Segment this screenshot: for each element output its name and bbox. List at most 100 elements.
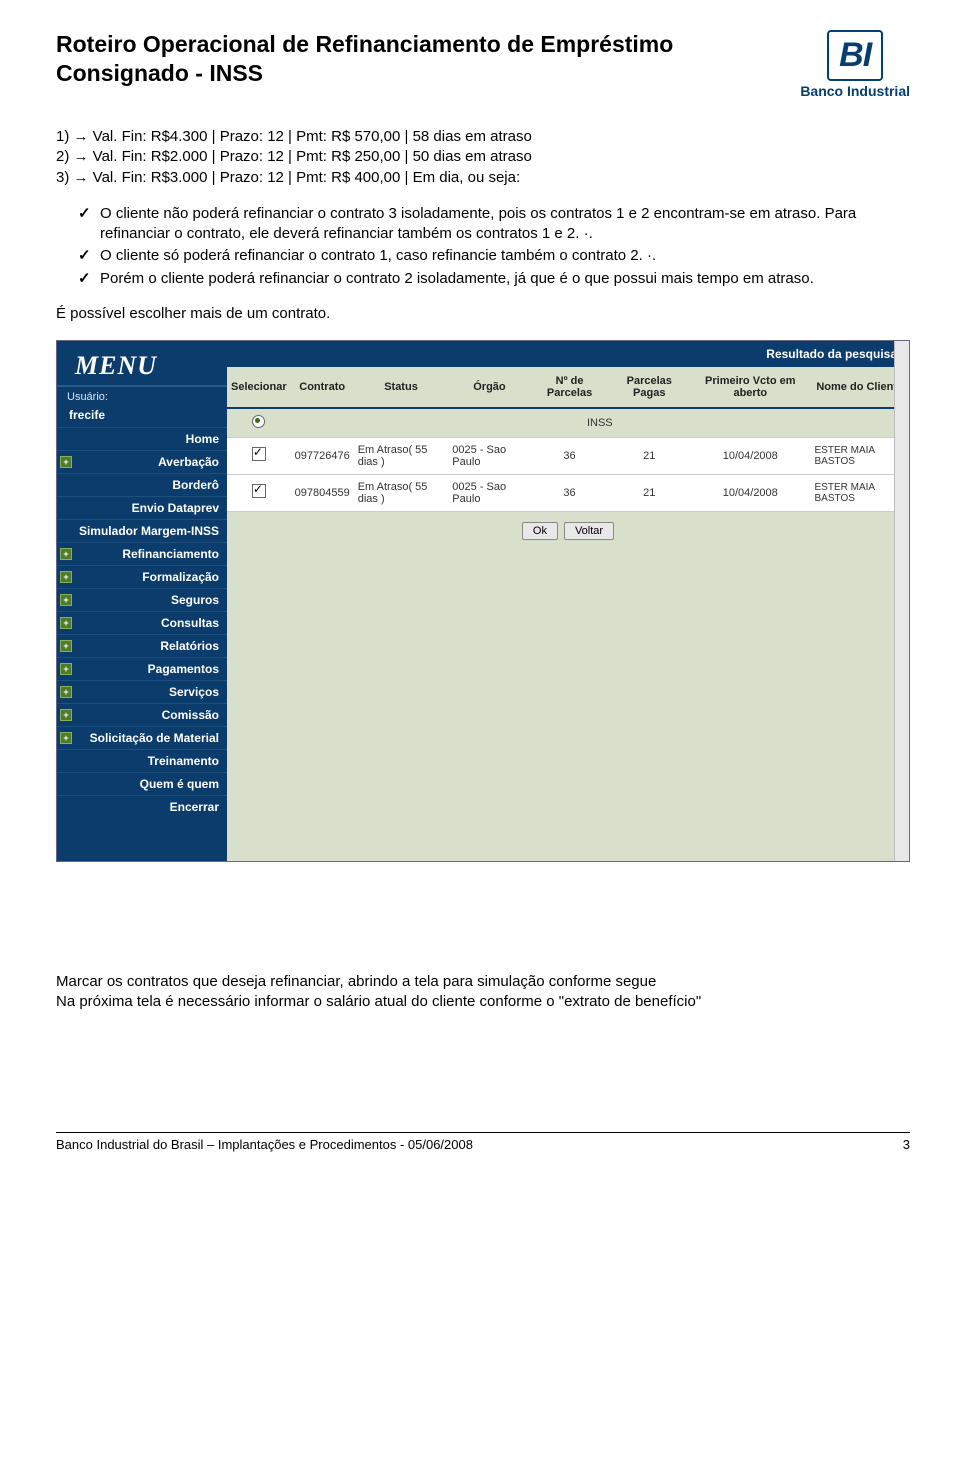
logo-initials: BI [827,30,883,81]
logo-text: Banco Industrial [800,83,910,99]
rule-1: O cliente não poderá refinanciar o contr… [100,204,910,245]
menu-item-label: Borderô [172,478,219,492]
menu-item-encerrar[interactable]: Encerrar [57,795,227,818]
menu-item-label: Envio Dataprev [132,501,219,515]
expand-icon[interactable]: + [60,617,72,629]
menu-item-servi-os[interactable]: + Serviços [57,680,227,703]
menu-item-label: Seguros [171,593,219,607]
bank-logo: BI Banco Industrial [800,30,910,99]
row-checkbox[interactable] [252,484,266,498]
menu-item-label: Consultas [161,616,219,630]
document-header: Roteiro Operacional de Refinanciamento d… [56,30,910,99]
col-2: Status [354,367,449,408]
menu-item-formaliza-o[interactable]: + Formalização [57,565,227,588]
loan-line-1: 1) → Val. Fin: R$4.300 | Prazo: 12 | Pmt… [56,127,910,147]
expand-icon[interactable]: + [60,709,72,721]
menu-item-simulador-margem-inss[interactable]: Simulador Margem-INSS [57,519,227,542]
menu-item-label: Simulador Margem-INSS [79,524,219,538]
bottom-line-1: Marcar os contratos que deseja refinanci… [56,972,910,992]
sidebar-menu: MENU Usuário: frecife Home+AverbaçãoBord… [57,341,227,861]
menu-item-averba-o[interactable]: + Averbação [57,450,227,473]
menu-item-pagamentos[interactable]: + Pagamentos [57,657,227,680]
user-value: frecife [57,406,227,427]
menu-item-label: Formalização [142,570,219,584]
menu-item-label: Pagamentos [148,662,219,676]
bottom-instructions: Marcar os contratos que deseja refinanci… [56,972,910,1013]
ok-button[interactable]: Ok [522,522,558,540]
expand-icon[interactable]: + [60,640,72,652]
cell-parc: 36 [531,437,609,474]
expand-icon[interactable]: + [60,686,72,698]
button-row: Ok Voltar [227,512,909,550]
cell-status: Em Atraso( 55 dias ) [354,437,449,474]
footer-page-number: 3 [903,1137,910,1152]
contracts-table: SelecionarContratoStatusÓrgãoNº de Parce… [227,367,909,512]
table-row: 097726476Em Atraso( 55 dias )0025 - Sao … [227,437,909,474]
vertical-scrollbar[interactable] [894,341,909,861]
menu-item-home[interactable]: Home [57,427,227,450]
menu-item-label: Relatórios [160,639,219,653]
title-line-1: Roteiro Operacional de Refinanciamento d… [56,31,673,57]
loan-examples: 1) → Val. Fin: R$4.300 | Prazo: 12 | Pmt… [56,127,910,188]
menu-item-solicita-o-de-material[interactable]: + Solicitação de Material [57,726,227,749]
menu-item-label: Refinanciamento [122,547,219,561]
col-6: Primeiro Vcto em aberto [690,367,811,408]
cell-pagas: 21 [609,474,691,511]
col-0: Selecionar [227,367,291,408]
menu-item-consultas[interactable]: + Consultas [57,611,227,634]
table-row: 097804559Em Atraso( 55 dias )0025 - Sao … [227,474,909,511]
page-footer: Banco Industrial do Brasil – Implantaçõe… [56,1132,910,1152]
expand-icon[interactable]: + [60,732,72,744]
menu-item-seguros[interactable]: + Seguros [57,588,227,611]
expand-icon[interactable]: + [60,548,72,560]
col-3: Órgão [448,367,530,408]
rule-2: O cliente só poderá refinanciar o contra… [100,246,910,266]
cell-parc: 36 [531,474,609,511]
expand-icon[interactable]: + [60,571,72,583]
bottom-line-2: Na próxima tela é necessário informar o … [56,992,910,1012]
footer-left: Banco Industrial do Brasil – Implantaçõe… [56,1137,473,1152]
expand-icon[interactable]: + [60,594,72,606]
app-screenshot: MENU Usuário: frecife Home+AverbaçãoBord… [56,340,910,862]
user-label: Usuário: [57,387,227,406]
menu-item-treinamento[interactable]: Treinamento [57,749,227,772]
cell-pagas: 21 [609,437,691,474]
menu-item-label: Solicitação de Material [90,731,219,745]
menu-item-border-[interactable]: Borderô [57,473,227,496]
loan-line-2: 2) → Val. Fin: R$2.000 | Prazo: 12 | Pmt… [56,147,910,167]
menu-item-refinanciamento[interactable]: + Refinanciamento [57,542,227,565]
cell-contrato: 097804559 [291,474,354,511]
rule-3: Porém o cliente poderá refinanciar o con… [100,269,910,289]
loan-line-3: 3) → Val. Fin: R$3.000 | Prazo: 12 | Pmt… [56,168,910,188]
cell-orgao: 0025 - Sao Paulo [448,437,530,474]
rules-list: O cliente não poderá refinanciar o contr… [56,204,910,289]
menu-item-label: Treinamento [148,754,219,768]
group-label: INSS [291,408,909,438]
menu-item-label: Home [186,432,219,446]
menu-item-label: Quem é quem [140,777,219,791]
cell-vcto: 10/04/2008 [690,474,811,511]
cell-contrato: 097726476 [291,437,354,474]
row-checkbox[interactable] [252,447,266,461]
final-note: É possível escolher mais de um contrato. [56,305,910,322]
col-5: Parcelas Pagas [609,367,691,408]
menu-item-label: Averbação [158,455,219,469]
menu-item-comiss-o[interactable]: + Comissão [57,703,227,726]
col-4: Nº de Parcelas [531,367,609,408]
menu-item-label: Serviços [169,685,219,699]
menu-item-label: Encerrar [170,800,219,814]
expand-icon[interactable]: + [60,456,72,468]
menu-item-quem-quem[interactable]: Quem é quem [57,772,227,795]
content-area: Resultado da pesquisa SelecionarContrato… [227,341,909,861]
cell-orgao: 0025 - Sao Paulo [448,474,530,511]
cell-status: Em Atraso( 55 dias ) [354,474,449,511]
title-line-2: Consignado - INSS [56,60,263,86]
menu-item-relat-rios[interactable]: + Relatórios [57,634,227,657]
document-title: Roteiro Operacional de Refinanciamento d… [56,30,673,88]
col-1: Contrato [291,367,354,408]
expand-icon[interactable]: + [60,663,72,675]
group-radio[interactable] [252,415,265,428]
menu-item-envio-dataprev[interactable]: Envio Dataprev [57,496,227,519]
menu-item-label: Comissão [162,708,219,722]
voltar-button[interactable]: Voltar [564,522,614,540]
